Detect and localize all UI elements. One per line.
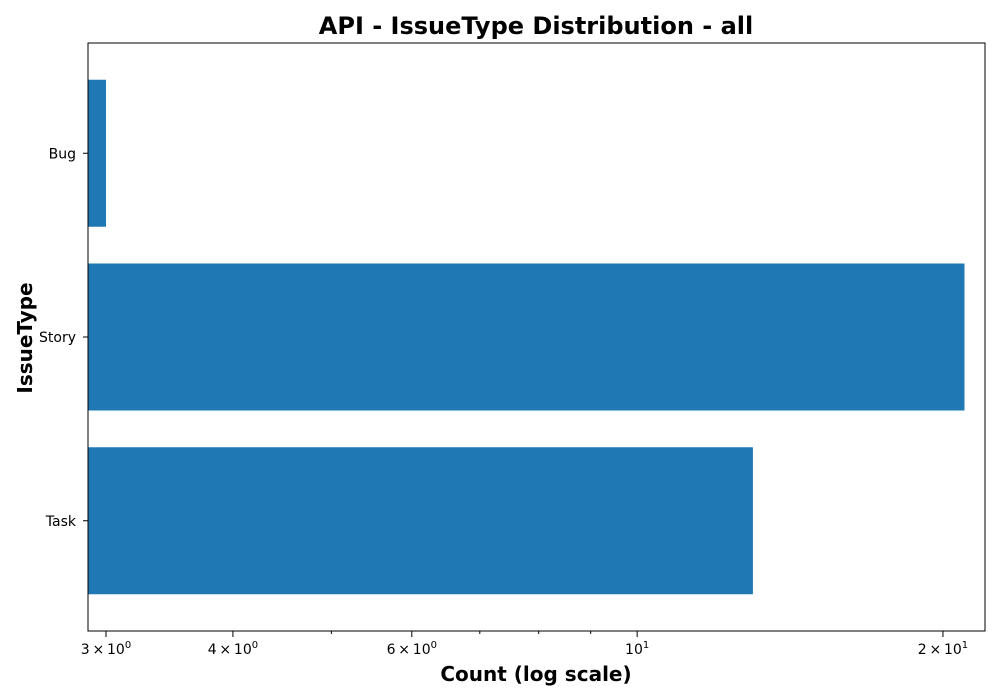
x-tick-label: 2 × 101 [918, 640, 968, 658]
bar-task [88, 447, 753, 595]
x-tick-label: 4 × 100 [208, 640, 258, 658]
y-tick-label: Task [45, 514, 77, 530]
bar-story [88, 263, 965, 411]
x-axis-label: Count (log scale) [440, 662, 631, 686]
plot-frame [87, 42, 986, 632]
y-tick-label: Bug [49, 146, 76, 162]
chart-title: API - IssueType Distribution - all [319, 12, 753, 40]
y-axis-ticks: Bug Story Task [39, 146, 88, 530]
x-tick-label: 3 × 100 [81, 640, 131, 658]
y-tick-label: Story [39, 330, 76, 346]
x-tick-label: 6 × 100 [387, 640, 437, 658]
y-axis-label: IssueType [13, 282, 37, 393]
bars-group [88, 79, 965, 595]
bar-bug [88, 79, 107, 227]
x-tick-label: 101 [625, 640, 649, 658]
x-axis-ticks: 3 × 100 4 × 100 6 × 100 101 2 × 101 [81, 631, 968, 658]
